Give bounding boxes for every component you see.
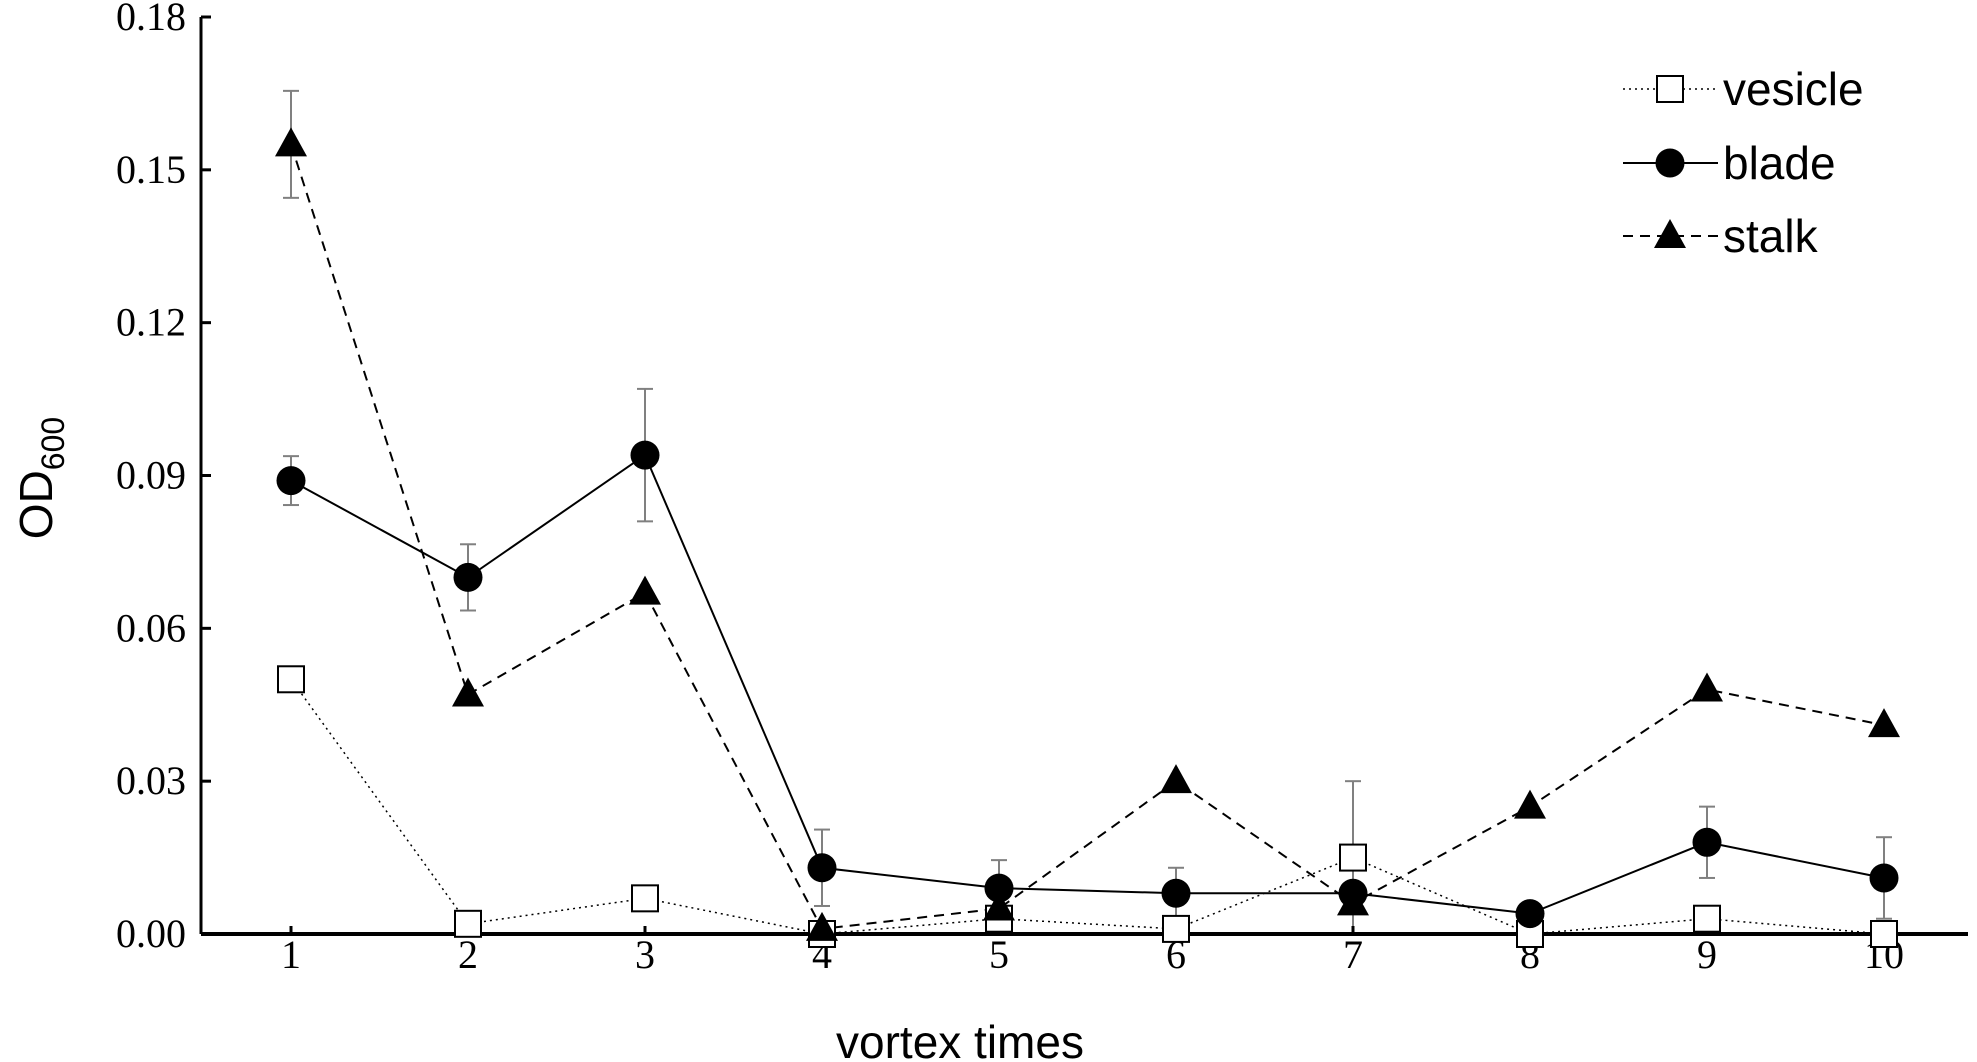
y-tick-label: 0.12 <box>116 300 186 345</box>
y-tick-label: 0.00 <box>116 911 186 956</box>
data-point-stalk <box>629 575 661 605</box>
x-tick-label: 5 <box>989 932 1009 977</box>
x-tick-label: 2 <box>458 932 478 977</box>
data-point-stalk <box>452 677 484 707</box>
legend-item-stalk: stalk <box>1623 210 1819 262</box>
y-axis-title-subscript: 600 <box>35 417 71 470</box>
y-ticks-layer: 0.00 0.03 0.06 0.09 0.12 0.15 0.18 <box>116 0 211 956</box>
data-point-blade <box>453 562 483 592</box>
series-line-blade <box>290 453 1885 915</box>
x-tick-label: 7 <box>1343 932 1363 977</box>
data-point-blade <box>276 466 306 496</box>
data-point-stalk <box>1868 708 1900 738</box>
legend-item-blade: blade <box>1623 137 1836 189</box>
data-point-vesicle <box>454 909 482 938</box>
legend-label-stalk: stalk <box>1723 210 1819 262</box>
y-tick-label: 0.03 <box>116 758 186 803</box>
series-line-vesicle <box>290 678 1885 935</box>
y-tick-label: 0.06 <box>116 605 186 650</box>
data-point-stalk <box>1691 672 1723 702</box>
data-point-stalk <box>1337 886 1369 916</box>
data-point-stalk <box>1514 789 1546 819</box>
legend-item-vesicle: vesicle <box>1623 63 1864 115</box>
data-point-blade <box>1515 899 1545 929</box>
data-point-vesicle <box>277 665 305 694</box>
y-tick-label: 0.18 <box>116 0 186 39</box>
y-tick-label: 0.15 <box>116 147 186 192</box>
x-tick-label: 6 <box>1166 932 1186 977</box>
legend-marker-vesicle <box>1656 75 1684 103</box>
series-lines-layer <box>290 144 1885 935</box>
legend-label-vesicle: vesicle <box>1723 63 1864 115</box>
data-point-vesicle <box>1693 904 1721 933</box>
x-tick-label: 1 <box>281 932 301 977</box>
data-point-stalk <box>275 127 307 157</box>
data-point-vesicle <box>1162 914 1190 943</box>
y-tick-label: 0.09 <box>116 453 186 498</box>
data-point-blade <box>630 440 660 470</box>
legend: vesicle blade stalk <box>1623 63 1864 262</box>
series-line-stalk <box>290 144 1885 930</box>
data-point-blade <box>807 853 837 883</box>
y-axis-title-main: OD <box>10 470 62 539</box>
data-point-vesicle <box>1339 843 1367 872</box>
x-tick-label: 9 <box>1697 932 1717 977</box>
data-point-blade <box>984 873 1014 903</box>
data-point-vesicle <box>1870 920 1898 948</box>
y-axis-title: OD600 <box>10 417 71 539</box>
x-axis-title: vortex times <box>836 1016 1084 1062</box>
data-point-blade <box>1161 878 1191 908</box>
data-point-vesicle <box>631 884 659 913</box>
x-tick-label: 3 <box>635 932 655 977</box>
data-point-stalk <box>1160 764 1192 794</box>
data-point-stalk <box>983 891 1015 921</box>
data-point-stalk <box>806 911 838 941</box>
legend-marker-stalk <box>1654 219 1686 248</box>
data-point-blade <box>1869 863 1899 893</box>
markers-layer <box>275 127 1900 948</box>
error-bars-layer <box>283 89 1892 935</box>
legend-label-blade: blade <box>1723 137 1836 189</box>
data-point-blade <box>1692 827 1722 857</box>
legend-marker-blade <box>1655 148 1685 178</box>
